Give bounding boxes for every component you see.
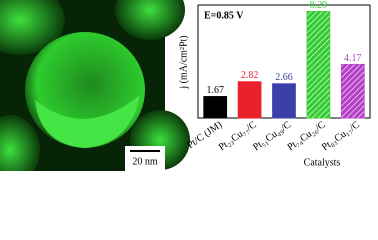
value-label: 2.66 — [275, 72, 293, 83]
bar-hatch — [307, 11, 330, 118]
value-label: 4.17 — [344, 53, 362, 64]
x-tick-label: Pt₂₃Cu₇₇/C — [217, 119, 259, 153]
bar-hatch — [341, 64, 365, 118]
x-tick-label: Pt₈₃Cu₁₇/C — [320, 119, 362, 153]
bar — [237, 81, 262, 119]
y-axis-label: j (mA/cm²Pt) — [178, 35, 189, 89]
x-axis-label: Catalysts — [304, 157, 341, 168]
scale-bar-label: 20 nm — [132, 156, 158, 167]
page: 20 nm E=0.85 V j (mA/cm²Pt) Catalysts Pt… — [0, 0, 371, 171]
chart: E=0.85 V j (mA/cm²Pt) Catalysts Pt/C (JM… — [178, 0, 371, 168]
micrograph: 20 nm — [0, 0, 190, 171]
annotation: E=0.85 V — [204, 10, 244, 21]
value-label: 1.67 — [206, 85, 224, 96]
figure: 20 nm E=0.85 V j (mA/cm²Pt) Catalysts Pt… — [0, 0, 371, 171]
value-label: 8.29 — [310, 0, 328, 11]
x-tick-label: Pt₅₁Cu₄₉/C — [251, 119, 293, 153]
value-label: 2.82 — [241, 70, 259, 81]
bar — [203, 96, 228, 119]
x-tick-label: Pt₇₄Cu₂₆/C — [286, 119, 328, 153]
bar — [272, 83, 296, 119]
